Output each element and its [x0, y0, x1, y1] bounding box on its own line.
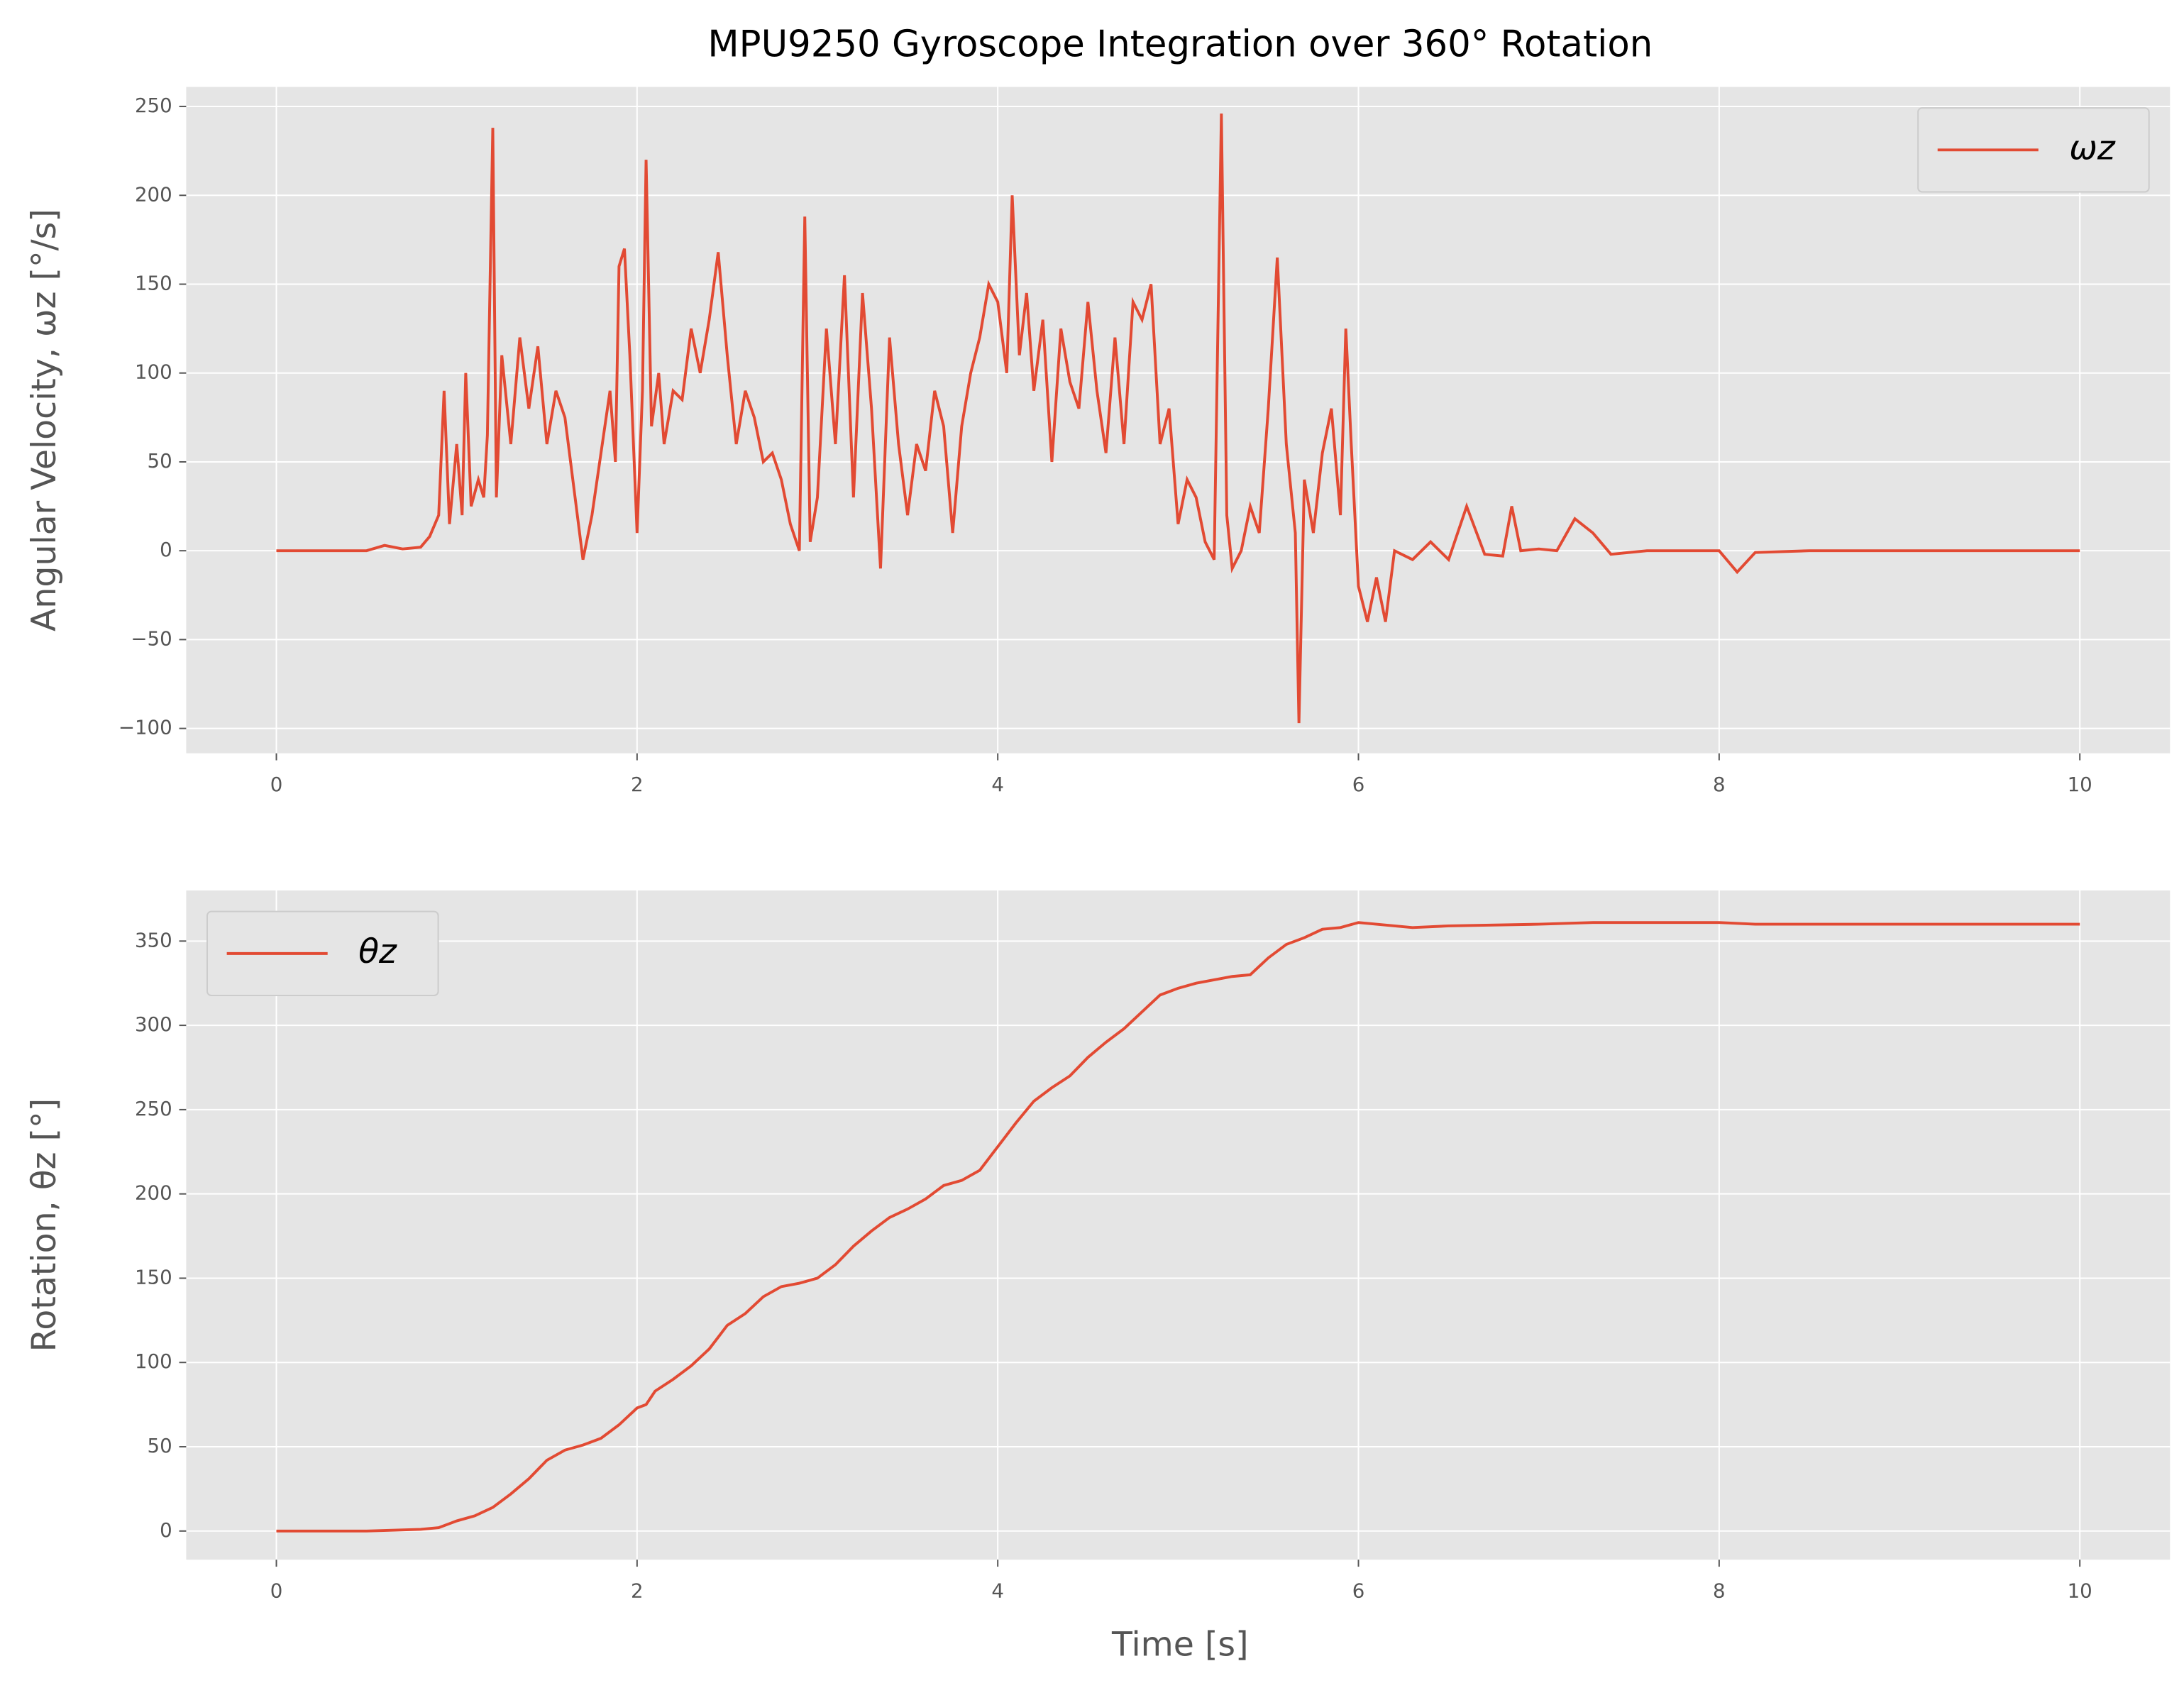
- y-tick-label: 250: [135, 94, 172, 117]
- x-tick-label: 6: [1352, 1579, 1365, 1603]
- x-tick-label: 4: [991, 1579, 1004, 1603]
- x-tick-label: 2: [631, 773, 644, 796]
- y-tick-label: 150: [135, 1265, 172, 1289]
- y-tick-label: 350: [135, 928, 172, 951]
- y-tick-label: 200: [135, 182, 172, 206]
- x-tick-label: 0: [270, 773, 283, 796]
- y-tick-label: 300: [135, 1012, 172, 1036]
- x-tick-label: 8: [1713, 773, 1726, 796]
- y-axis-title: Angular Velocity, ωz [°/s]: [25, 209, 64, 631]
- plot-area: [186, 890, 2171, 1560]
- y-tick-label: −50: [131, 627, 172, 650]
- legend-label: ωz: [2069, 128, 2116, 167]
- y-axis-title: Rotation, θz [°]: [25, 1098, 64, 1352]
- data-line: [276, 921, 2080, 1533]
- data-line: [276, 114, 2080, 724]
- x-tick-label: 10: [2068, 1579, 2092, 1603]
- y-tick-label: 250: [135, 1097, 172, 1120]
- x-tick-label: 8: [1713, 1579, 1726, 1603]
- y-tick-label: 200: [135, 1181, 172, 1205]
- x-tick-label: 4: [991, 773, 1004, 796]
- x-tick-label: 10: [2068, 773, 2092, 796]
- y-tick-label: −100: [118, 716, 172, 739]
- y-tick-label: 50: [148, 449, 172, 473]
- y-tick-label: 150: [135, 272, 172, 295]
- legend-label: θz: [358, 932, 397, 971]
- y-tick-label: 100: [135, 1350, 172, 1373]
- x-axis-title: Time [s]: [1111, 1626, 1249, 1665]
- chart-title: MPU9250 Gyroscope Integration over 360° …: [707, 23, 1653, 65]
- x-tick-label: 0: [270, 1579, 283, 1603]
- x-tick-label: 2: [631, 1579, 644, 1603]
- y-tick-label: 0: [160, 538, 172, 561]
- x-tick-label: 6: [1352, 773, 1365, 796]
- y-tick-label: 100: [135, 360, 172, 384]
- y-tick-label: 0: [160, 1518, 172, 1542]
- y-tick-label: 50: [148, 1434, 172, 1457]
- plot-area: [186, 87, 2171, 754]
